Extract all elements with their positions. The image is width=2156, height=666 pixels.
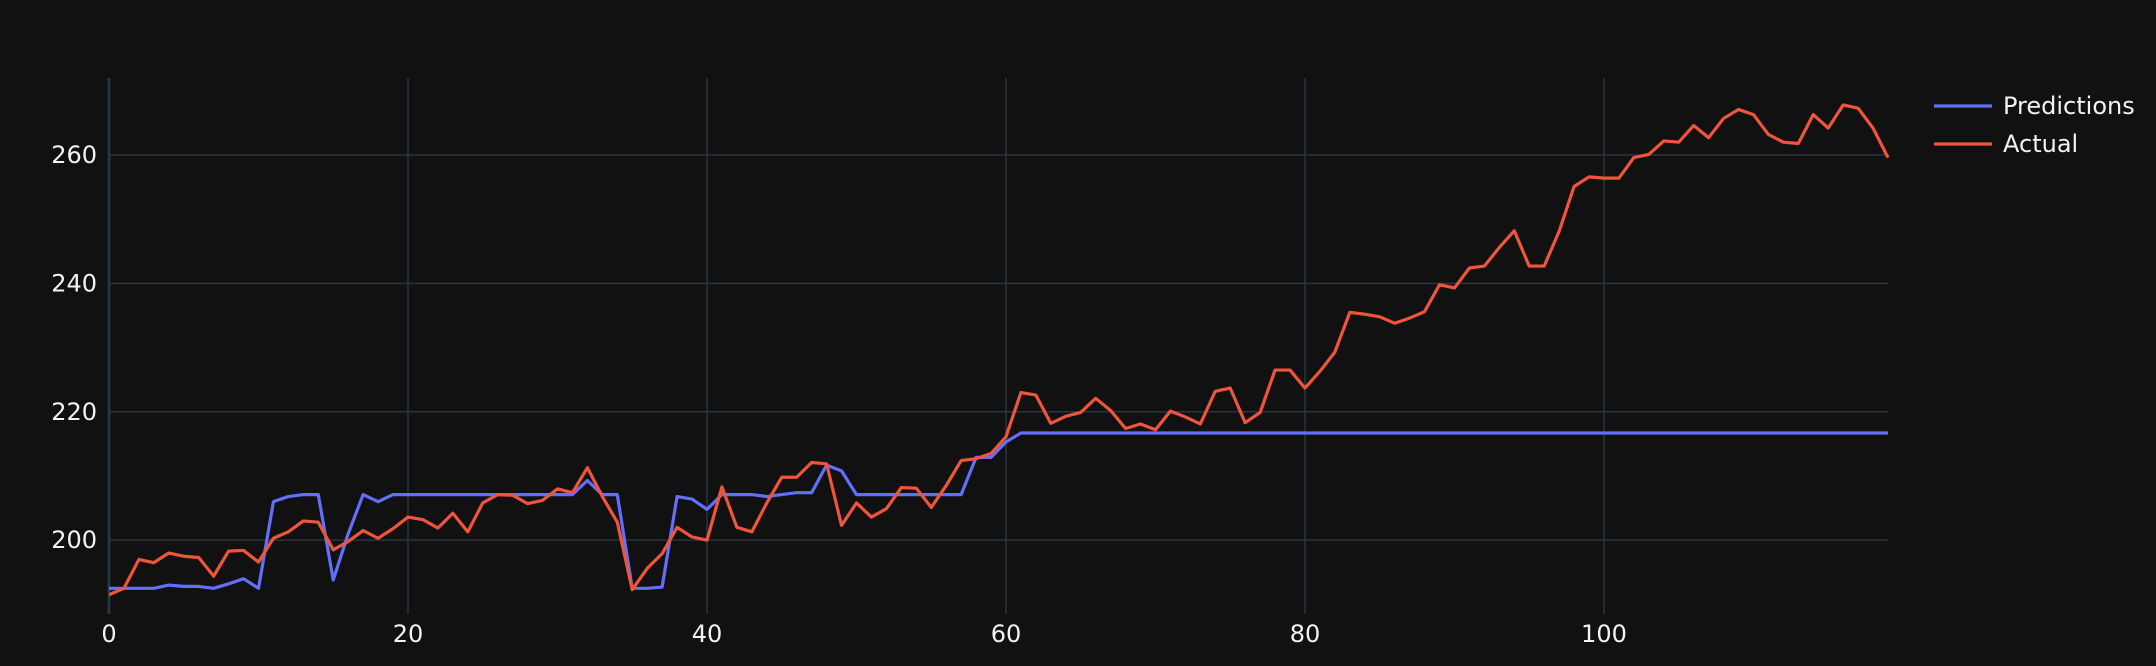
axis-tick-labels: 200 220 240 260 0 20 40 60 80 100 xyxy=(51,141,1627,648)
x-tick-label: 60 xyxy=(991,620,1022,648)
x-tick-label: 0 xyxy=(101,620,116,648)
y-tick-label: 200 xyxy=(51,526,97,554)
y-tick-label: 260 xyxy=(51,141,97,169)
legend-item-actual[interactable]: Actual xyxy=(1934,130,2078,158)
legend-item-predictions[interactable]: Predictions xyxy=(1934,92,2135,120)
y-tick-label: 240 xyxy=(51,269,97,297)
series-lines xyxy=(109,103,1890,597)
x-tick-label: 100 xyxy=(1581,620,1627,648)
x-tick-label: 40 xyxy=(692,620,723,648)
legend-label: Actual xyxy=(2003,130,2078,158)
x-tick-label: 20 xyxy=(393,620,424,648)
legend-label: Predictions xyxy=(2003,92,2135,120)
grid xyxy=(107,78,1888,614)
x-tick-label: 80 xyxy=(1290,620,1321,648)
legend[interactable]: Predictions Actual xyxy=(1934,92,2135,158)
series-line-actual xyxy=(109,103,1890,597)
y-tick-label: 220 xyxy=(51,398,97,426)
series-line-predictions xyxy=(109,431,1888,590)
